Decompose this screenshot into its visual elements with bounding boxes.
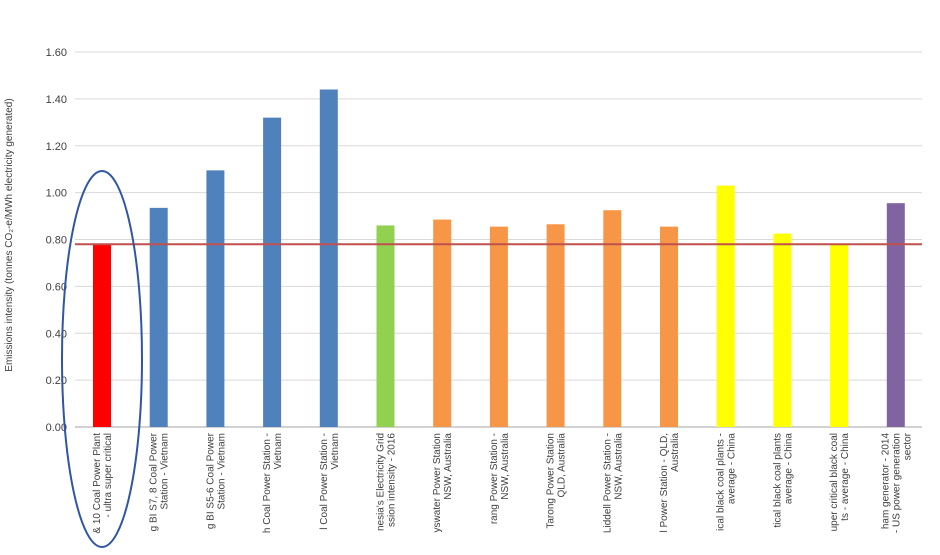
category-label-line: NSW, Australia: [613, 433, 624, 500]
category-label: l Coal Power Station - Vietnam: [319, 433, 341, 530]
category-label-line: Liddell Power Station -: [602, 433, 613, 533]
category-label-layer: & 10 Coal Power Plant - ultra super criti…: [92, 432, 913, 533]
y-tick-label: 0.00: [46, 422, 67, 434]
bar: [660, 226, 678, 427]
bar: [206, 170, 225, 427]
category-label-line: rang Power Station -: [489, 433, 500, 524]
bar-layer: [93, 89, 905, 427]
category-label-line: uper critical black coal: [829, 433, 840, 531]
category-label: g BI S7, 8 Coal Power Station - Vietnam: [149, 432, 171, 531]
bar: [433, 219, 452, 427]
category-label-line: ts - average - China: [840, 433, 851, 521]
category-label-line: h Coal Power Station -: [262, 433, 273, 533]
y-tick-label: 0.60: [46, 281, 67, 293]
bar: [546, 224, 565, 427]
y-tick-label: 0.20: [46, 375, 67, 387]
highlight-layer: [61, 170, 143, 548]
category-label: ical black coal plants - average - China: [716, 433, 738, 531]
category-label-line: & 10 Coal Power Plant: [92, 433, 103, 534]
category-label: yswater Power Station NSW, Australia: [432, 433, 454, 533]
bar: [886, 203, 905, 427]
category-label-line: tical black coal plants: [772, 433, 783, 528]
category-label-line: average - China: [783, 433, 794, 505]
bar: [773, 233, 792, 427]
category-label-line: - ultra super critical: [103, 433, 114, 517]
category-label-line: Vietnam: [273, 433, 284, 470]
category-label-line: Station - Vietnam: [160, 433, 171, 510]
y-tick-label: 1.00: [46, 188, 67, 200]
y-tick-label: 0.80: [46, 235, 67, 247]
category-label-line: ham generator - 2014: [880, 433, 891, 530]
category-label-line: nesia's Electricity Grid: [376, 433, 387, 531]
category-label-line: NSW, Australia: [500, 433, 511, 500]
category-label-line: g BI S5-6 Coal Power: [205, 432, 216, 529]
category-label: h Coal Power Station - Vietnam: [262, 433, 284, 533]
category-label-line: g BI S7, 8 Coal Power: [149, 432, 160, 531]
category-label-line: Australia: [670, 433, 681, 472]
category-label-line: l Power Station - QLD,: [659, 433, 670, 532]
category-label-line: Vietnam: [330, 433, 341, 470]
category-label-line: average - China: [727, 433, 738, 505]
bar: [149, 207, 168, 427]
y-tick-label: 0.40: [46, 328, 67, 340]
bar: [319, 89, 338, 427]
category-label: tical black coal plants average - China: [772, 433, 794, 528]
category-label: uper critical black coal ts - average - C…: [829, 433, 851, 532]
bar: [830, 244, 849, 427]
category-label-line: l Coal Power Station -: [319, 433, 330, 530]
category-label: g BI S5-6 Coal Power Station - Vietnam: [205, 432, 227, 529]
bar: [263, 117, 282, 427]
y-axis-label: Emissions intensity (tonnes CO₂-e/MWh el…: [4, 98, 15, 371]
category-label-line: sector: [902, 432, 913, 460]
y-tick-label: 1.60: [46, 47, 67, 59]
tick-layer: 0.00 0.20 0.40 0.60 0.80 1.00 1.20 1.40 1.60: [46, 47, 67, 434]
category-label-line: Station - Vietnam: [216, 433, 227, 510]
category-label-line: ssion intensity - 2016: [387, 433, 398, 527]
category-label-line: ical black coal plants -: [716, 433, 727, 531]
y-tick-label: 1.20: [46, 141, 67, 153]
category-label: l Power Station - QLD, Australia: [659, 433, 681, 533]
highlight-ellipse: [61, 170, 143, 548]
category-label: ham generator - 2014- US power generatio…: [880, 432, 913, 533]
category-label-line: NSW, Australia: [443, 433, 454, 500]
bar: [716, 185, 735, 427]
bar: [376, 225, 395, 427]
bar: [603, 210, 622, 427]
category-label: Liddell Power Station - NSW, Australia: [602, 433, 624, 533]
y-tick-label: 1.40: [46, 94, 67, 106]
category-label: rang Power Station - NSW, Australia: [489, 433, 511, 525]
category-label: & 10 Coal Power Plant - ultra super criti…: [92, 433, 114, 534]
category-label-line: - US power generation: [891, 433, 902, 533]
category-label-line: Tarong Power Station: [546, 433, 557, 529]
bar: [489, 226, 508, 427]
category-label: Tarong Power Station QLD, Australia: [546, 433, 568, 529]
category-label-line: QLD, Australia: [557, 433, 568, 498]
bar: [93, 244, 111, 427]
category-label-line: yswater Power Station: [432, 433, 443, 533]
category-label: nesia's Electricity Grid ssion intensity …: [376, 433, 398, 531]
